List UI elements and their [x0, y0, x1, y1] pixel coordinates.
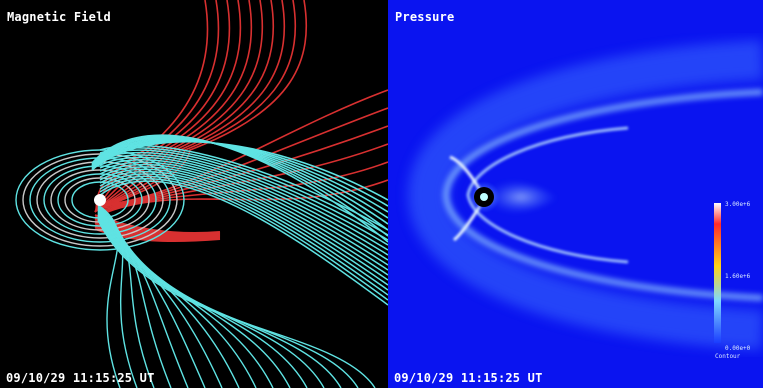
tail-field-line: [99, 166, 388, 276]
tail-field-line: [97, 217, 342, 388]
colorbar-mid-label: 1.60e+6: [725, 273, 751, 280]
open-field-line: [99, 143, 388, 212]
pressure-plot: [388, 0, 763, 388]
magnetic-field-plot: [15, 0, 388, 388]
tail-field-line: [97, 209, 206, 388]
tail-field-line: [99, 154, 388, 251]
tail-field-line: [97, 210, 223, 388]
magnetosheath-glow: [407, 40, 763, 350]
tail-field-line: [97, 206, 155, 388]
tail-field-line: [97, 208, 189, 388]
closed-field-loop: [50, 169, 150, 231]
tail-field-line: [97, 215, 308, 388]
open-field-line: [94, 0, 297, 213]
tail-field-line: [99, 161, 388, 266]
colorbar: [714, 203, 721, 343]
tail-field-line: [99, 168, 388, 281]
pressure-title: Pressure: [395, 10, 455, 24]
tail-field-line: [97, 219, 376, 388]
tail-field-line: [99, 177, 388, 301]
pressure-panel: Pressure 3.00e+6 1.60e+6 0.00e+0 Contour…: [388, 0, 763, 388]
magnetopause: [466, 126, 629, 264]
tail-field-line: [99, 173, 388, 291]
tail-field-line: [99, 151, 388, 246]
colorbar-min-label: 0.00e+0: [725, 345, 751, 352]
magnetic-field-timestamp: 09/10/29 11:15:25 UT: [6, 371, 155, 385]
magnetic-field-title: Magnetic Field: [7, 10, 111, 24]
tail-glow: [484, 179, 558, 215]
closed-field-loop: [43, 165, 157, 235]
tail-field-line: [97, 205, 138, 388]
colorbar-max-label: 3.00e+6: [725, 201, 751, 208]
tail-field-line: [99, 175, 388, 296]
magnetic-field-panel: Magnetic Field 09/10/29 11:15:25 UT: [0, 0, 388, 388]
tail-field-line: [99, 159, 388, 261]
colorbar-caption: Contour: [715, 353, 741, 360]
bow-shock: [442, 89, 763, 301]
pressure-timestamp: 09/10/29 11:15:25 UT: [394, 371, 543, 385]
tail-field-line: [99, 163, 388, 271]
tail-field-line: [97, 211, 240, 388]
tail-field-line: [97, 204, 121, 388]
closed-field-loop: [22, 153, 178, 247]
open-field-line: [94, 0, 275, 213]
tail-field-line: [99, 170, 388, 286]
tail-field-line: [99, 149, 388, 241]
open-field-line: [99, 89, 388, 206]
tail-field-line: [99, 156, 388, 256]
tail-field-line: [97, 207, 172, 388]
earth-core: [480, 193, 488, 201]
earth-marker: [94, 194, 106, 206]
tail-field-line: [99, 180, 388, 306]
dayside-arc-line: [91, 134, 388, 243]
